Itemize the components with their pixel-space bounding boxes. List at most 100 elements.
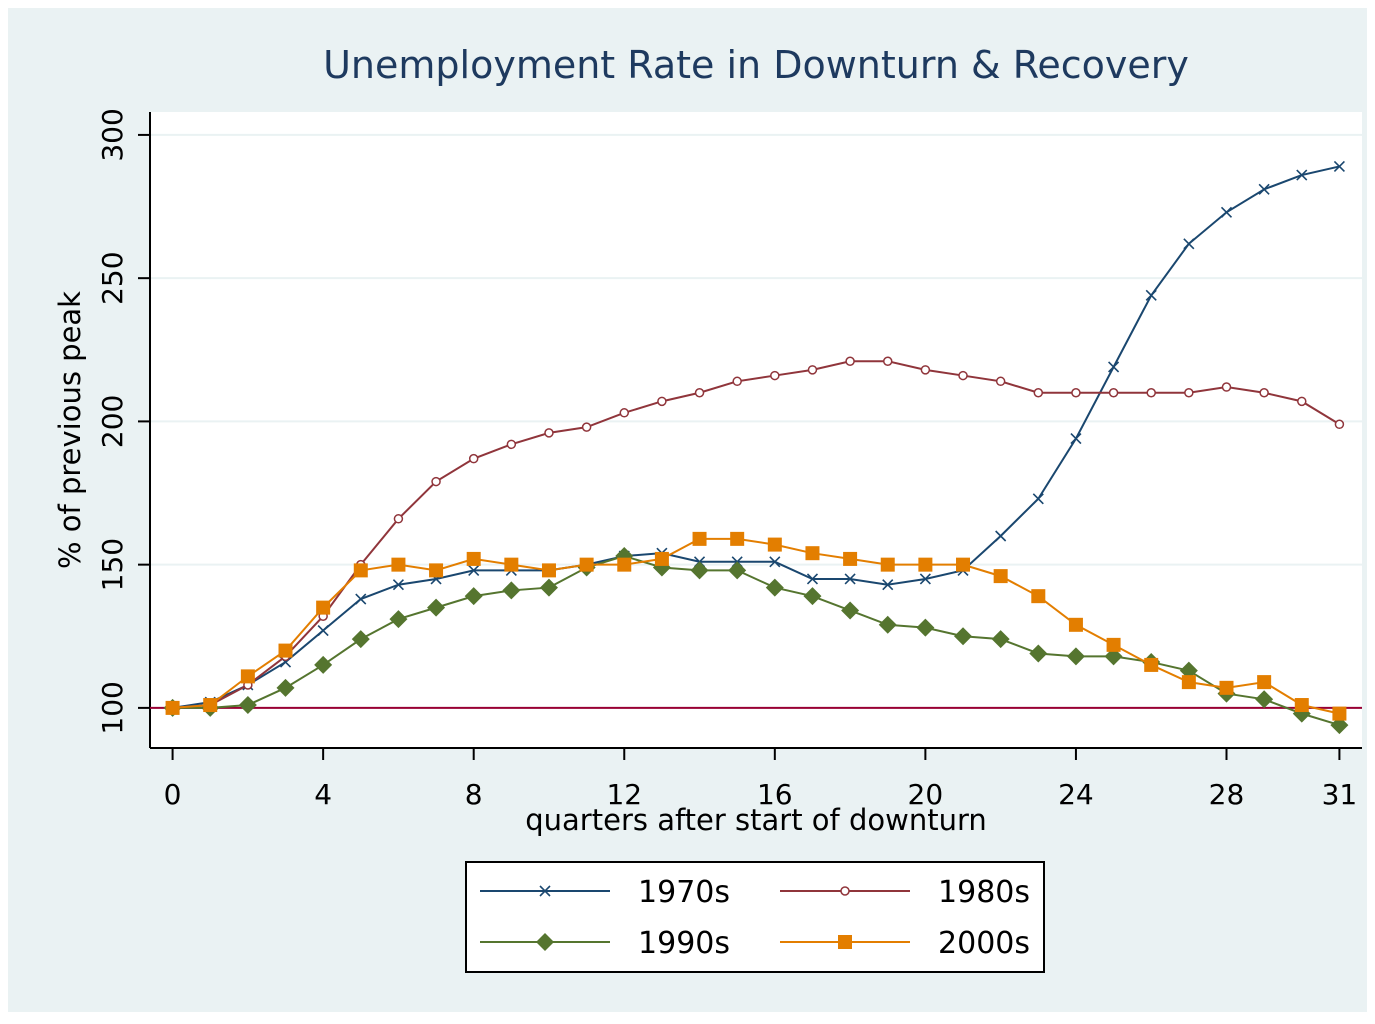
marker [165,700,180,715]
marker [581,422,592,432]
marker [845,356,855,366]
x-tick-label: 24 [1058,778,1094,811]
marker [654,551,669,566]
marker [1259,388,1269,398]
marker [1106,637,1121,652]
marker [1294,698,1309,713]
marker [880,557,895,572]
y-tick-label: 300 [96,108,129,161]
x-tick-label: 0 [164,778,182,811]
legend-label: 1970s [638,875,730,910]
marker [314,655,333,674]
marker [468,564,480,576]
marker [694,388,705,398]
marker [730,531,745,546]
marker [1296,169,1308,181]
y-tick-label: 250 [96,251,129,304]
marker [807,365,818,375]
marker [464,587,483,606]
marker [1221,382,1232,392]
marker [803,587,822,606]
legend-label: 2000s [938,926,1030,961]
marker [1068,617,1083,632]
marker [1257,675,1272,690]
y-axis-title: % of previous peak [53,291,87,569]
marker [840,886,850,896]
y-tick-label: 200 [96,395,129,448]
marker [1183,238,1195,250]
x-tick-label: 12 [606,778,642,811]
marker [1108,361,1120,373]
marker [238,696,257,715]
marker [1033,388,1044,398]
marker [838,935,852,949]
x-tick-label: 8 [465,778,483,811]
x-tick-label: 28 [1209,778,1245,811]
marker [958,370,968,381]
legend-label: 1980s [938,875,1030,910]
x-axis-title: quarters after start of downturn [525,803,987,837]
marker [203,698,218,713]
x-tick-label: 16 [757,778,793,811]
marker [1258,183,1270,195]
marker [1184,388,1194,398]
marker [732,376,742,387]
plot-area [150,112,1362,748]
legend-label: 1990s [638,926,730,961]
marker [544,428,554,438]
marker [431,476,441,487]
marker [770,370,780,381]
marker [393,514,404,524]
y-tick-label: 150 [96,538,129,591]
marker [1332,706,1347,721]
x-tick-label: 31 [1322,778,1358,811]
marker [1145,289,1157,301]
marker [1032,493,1044,505]
marker [1146,388,1156,398]
marker [541,563,556,578]
marker [389,610,408,629]
marker [278,643,293,658]
marker [843,551,858,566]
marker [1181,675,1196,690]
marker [392,579,404,591]
marker [502,581,521,600]
marker [1219,680,1234,695]
series [165,531,1347,721]
marker [918,557,933,572]
marker [991,630,1010,649]
line [172,360,1340,709]
marker [276,678,295,697]
x-tick-label: 4 [314,778,332,811]
line [172,165,1340,709]
marker [468,453,479,464]
marker [353,563,368,578]
legend [465,861,1045,973]
marker [993,569,1008,584]
marker [1066,647,1085,666]
marker [690,561,709,580]
marker [539,885,551,897]
marker [619,408,630,418]
marker [806,573,819,585]
marker [995,530,1007,542]
marker [466,551,481,566]
marker [692,531,707,546]
marker [506,439,517,450]
marker [1108,388,1119,398]
marker [1220,206,1233,218]
marker [919,573,931,585]
marker [995,376,1006,387]
marker [1297,396,1307,407]
marker [882,579,894,591]
marker [317,624,329,637]
marker [728,561,747,580]
marker [539,578,558,597]
marker [1031,589,1046,604]
marker [767,537,782,552]
marker [1334,419,1345,430]
chart-title: Unemployment Rate in Downturn & Recovery [323,43,1189,87]
marker [355,593,367,605]
marker [657,396,667,407]
